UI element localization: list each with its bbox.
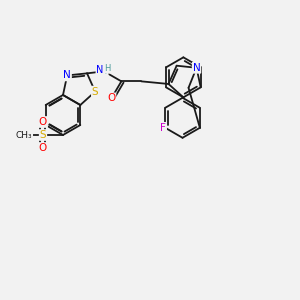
Text: N: N [63, 70, 71, 80]
Text: S: S [92, 87, 98, 97]
Text: H: H [104, 64, 110, 73]
Text: O: O [39, 143, 47, 153]
Text: H: H [100, 66, 108, 76]
Text: F: F [160, 123, 166, 133]
Text: CH₃: CH₃ [16, 130, 32, 140]
Text: S: S [40, 130, 46, 140]
Text: O: O [39, 117, 47, 127]
Text: N: N [193, 63, 200, 73]
Text: N: N [96, 65, 104, 75]
Text: O: O [107, 93, 116, 103]
